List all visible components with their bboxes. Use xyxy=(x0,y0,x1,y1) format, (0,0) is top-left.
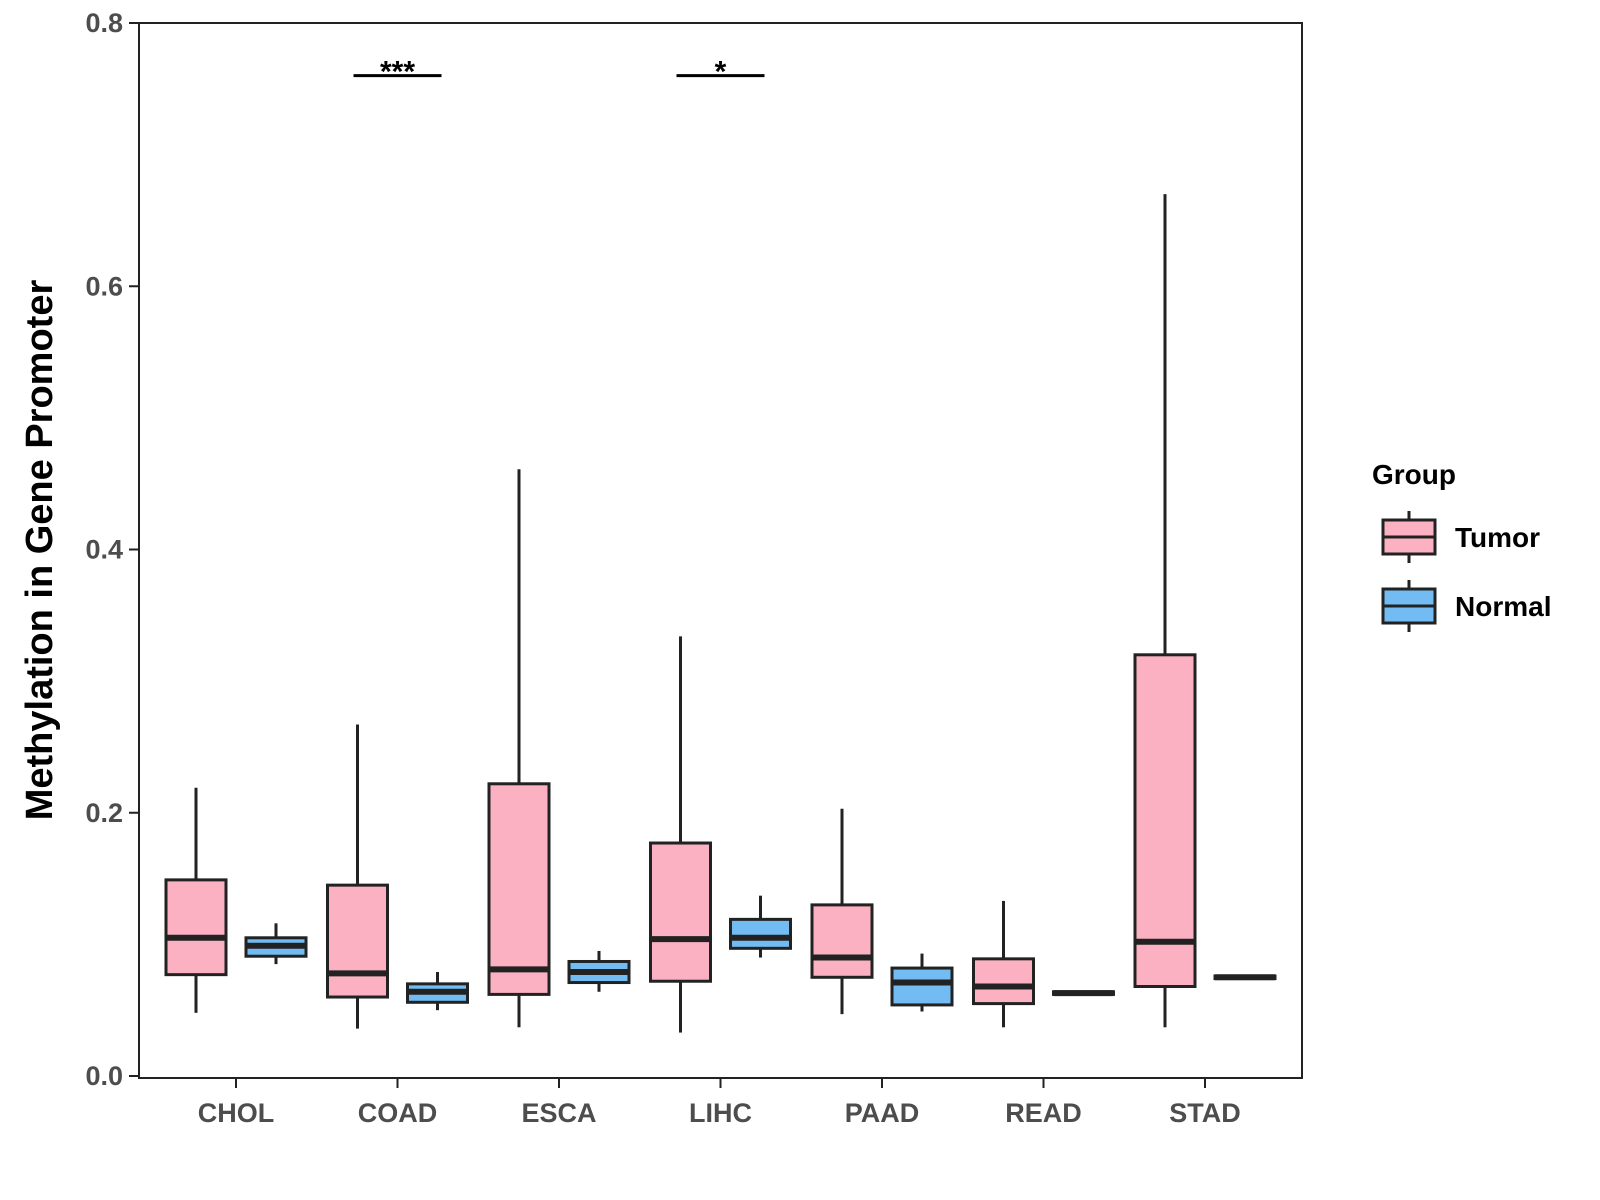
box-iqr xyxy=(487,782,551,996)
significance-annotations: *** * xyxy=(353,56,765,89)
box-iqr xyxy=(972,957,1035,1006)
box-normal-coad xyxy=(406,972,469,1011)
box-tumor-esca xyxy=(487,469,551,1028)
box-iqr xyxy=(1133,653,1197,988)
plot-panel xyxy=(138,22,1303,1079)
x-tick-label-chol: CHOL xyxy=(198,1098,275,1128)
significance-label: *** xyxy=(380,56,415,89)
x-tick-label-coad: COAD xyxy=(358,1098,438,1128)
x-tick-label-lihc: LIHC xyxy=(689,1098,752,1128)
y-tick-label: 0.0 xyxy=(85,1061,123,1091)
x-tick-label-esca: ESCA xyxy=(521,1098,596,1128)
box-normal-esca xyxy=(567,950,631,992)
box-tumor-coad xyxy=(326,724,389,1029)
y-tick-label: 0.6 xyxy=(85,271,123,301)
x-tick-label-read: READ xyxy=(1005,1098,1082,1128)
significance-label: * xyxy=(715,56,727,89)
box-iqr xyxy=(326,883,389,999)
y-tick-label: 0.4 xyxy=(85,535,123,565)
legend-key-normal xyxy=(1381,580,1437,632)
x-tick-label-paad: PAAD xyxy=(845,1098,920,1128)
y-tick-label: 0.2 xyxy=(85,798,123,828)
y-tick-label: 0.8 xyxy=(85,8,123,38)
box-iqr xyxy=(164,878,228,977)
box-normal-read xyxy=(1052,990,1115,997)
legend-title: Group xyxy=(1372,459,1456,490)
y-axis-title: Methylation in Gene Promoter xyxy=(19,280,61,821)
box-normal-stad xyxy=(1213,974,1277,981)
box-normal-paad xyxy=(890,953,954,1012)
box-tumor-chol xyxy=(164,787,228,1013)
box-tumor-stad xyxy=(1133,194,1197,1028)
x-tick-label-stad: STAD xyxy=(1169,1098,1241,1128)
y-axis: 0.0 0.2 0.4 0.6 0.8 xyxy=(85,8,139,1091)
legend-label-tumor: Tumor xyxy=(1455,522,1540,553)
legend: Group Tumor Normal xyxy=(1372,459,1551,632)
legend-key-tumor xyxy=(1381,511,1437,563)
box-tumor-lihc xyxy=(649,636,712,1033)
box-iqr xyxy=(890,966,954,1007)
box-normal-lihc xyxy=(729,895,792,958)
box-layer xyxy=(164,194,1277,1033)
legend-label-normal: Normal xyxy=(1455,591,1551,622)
box-iqr xyxy=(810,903,874,979)
box-normal-chol xyxy=(244,923,308,965)
x-axis: CHOL COAD ESCA LIHC PAAD READ STAD xyxy=(198,1078,1241,1128)
box-iqr xyxy=(649,841,712,983)
box-tumor-read xyxy=(972,900,1035,1028)
box-tumor-paad xyxy=(810,808,874,1015)
box-iqr xyxy=(729,917,792,950)
